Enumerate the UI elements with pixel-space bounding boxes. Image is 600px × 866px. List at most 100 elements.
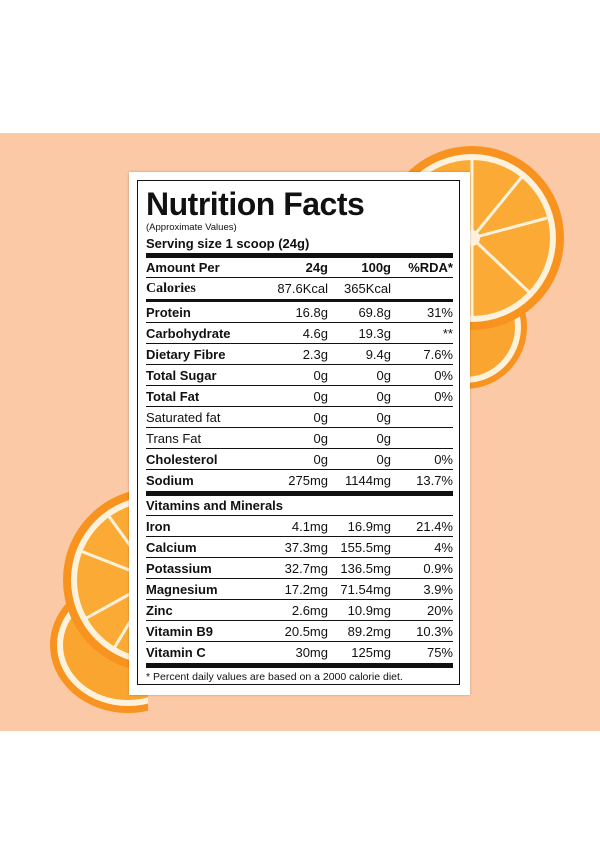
vitamin-100g: 71.54mg: [340, 581, 391, 597]
vitamin-name: Zinc: [146, 602, 173, 618]
nutrient-24g: 16.8g: [295, 304, 328, 320]
nutrient-row: Trans Fat 0g 0g: [146, 428, 453, 449]
nutrient-rda: 0%: [434, 367, 453, 383]
nutrient-rda: **: [442, 325, 453, 341]
calories-label: Calories: [146, 280, 196, 296]
nutrient-name: Trans Fat: [146, 430, 202, 446]
nutrient-rda: 13.7%: [416, 473, 453, 488]
nutrient-row: Total Sugar 0g 0g 0%: [146, 365, 453, 386]
footnote: * Percent daily values are based on a 20…: [146, 671, 403, 683]
nutrient-row: Saturated fat 0g 0g: [146, 407, 453, 428]
nutrient-row: Carbohydrate 4.6g 19.3g **: [146, 323, 453, 344]
nutrient-24g: 2.3g: [302, 346, 328, 362]
nutrient-name: Carbohydrate: [146, 325, 231, 341]
vitamin-row: Magnesium 17.2mg 71.54mg 3.9%: [146, 579, 453, 600]
vitamin-24g: 17.2mg: [284, 581, 328, 597]
vitamin-24g: 2.6mg: [291, 602, 328, 618]
header-100g: 100g: [361, 260, 391, 275]
header-rda: %RDA*: [408, 260, 453, 275]
vitamin-list: Iron 4.1mg 16.9mg 21.4% Calcium 37.3mg 1…: [146, 516, 453, 663]
nutrient-rda: 0%: [434, 451, 453, 467]
vitamin-row: Calcium 37.3mg 155.5mg 4%: [146, 537, 453, 558]
thick-divider: [146, 491, 453, 496]
vitamin-100g: 155.5mg: [340, 539, 391, 555]
header-24g: 24g: [305, 260, 328, 275]
vitamins-heading-row: Vitamins and Minerals: [146, 496, 453, 516]
vitamin-rda: 4%: [434, 539, 453, 555]
vitamin-name: Vitamin C: [146, 645, 206, 660]
vitamin-name: Potassium: [146, 560, 212, 576]
nutrient-24g: 0g: [313, 388, 328, 404]
vitamin-rda: 10.3%: [416, 623, 453, 639]
nutrient-row: Sodium 275mg 1144mg 13.7%: [146, 470, 453, 491]
nutrient-rda: 7.6%: [423, 346, 453, 362]
vitamin-24g: 32.7mg: [284, 560, 328, 576]
thick-divider: [146, 663, 453, 668]
nutrient-name: Sodium: [146, 473, 194, 488]
vitamins-heading: Vitamins and Minerals: [146, 498, 284, 513]
vitamin-100g: 89.2mg: [347, 623, 391, 639]
vitamin-name: Iron: [146, 518, 171, 534]
vitamin-rda: 20%: [426, 602, 453, 618]
nutrient-100g: 0g: [376, 388, 391, 404]
vitamin-24g: 37.3mg: [284, 539, 328, 555]
nutrient-100g: 0g: [376, 451, 391, 467]
vitamin-row: Potassium 32.7mg 136.5mg 0.9%: [146, 558, 453, 579]
vitamin-24g: 4.1mg: [291, 518, 328, 534]
vitamin-row: Zinc 2.6mg 10.9mg 20%: [146, 600, 453, 621]
nutrient-name: Cholesterol: [146, 451, 218, 467]
header-amount-per: Amount Per: [146, 260, 220, 275]
nutrient-rda: 31%: [426, 304, 453, 320]
nutrient-24g: 275mg: [288, 473, 328, 488]
calories-100g: 365Kcal: [344, 281, 391, 296]
nutrient-row: Cholesterol 0g 0g 0%: [146, 449, 453, 470]
vitamin-row: Iron 4.1mg 16.9mg 21.4%: [146, 516, 453, 537]
nutrient-100g: 9.4g: [365, 346, 391, 362]
thick-divider: [146, 253, 453, 258]
vitamin-100g: 10.9mg: [347, 602, 391, 618]
serving-size: Serving size 1 scoop (24g): [146, 236, 310, 251]
vitamin-24g: 30mg: [295, 645, 328, 660]
vitamin-rda: 0.9%: [423, 560, 453, 576]
nutrient-100g: 19.3g: [358, 325, 391, 341]
calories-row: Calories 87.6Kcal 365Kcal: [146, 278, 453, 299]
vitamin-name: Magnesium: [146, 581, 218, 597]
nutrient-100g: 0g: [376, 409, 391, 425]
nutrient-24g: 0g: [313, 430, 328, 446]
nutrition-label-card: Nutrition Facts (Approximate Values) Ser…: [129, 172, 470, 695]
nutrient-24g: 4.6g: [302, 325, 328, 341]
nutrient-name: Protein: [146, 304, 191, 320]
vitamin-row: Vitamin B9 20.5mg 89.2mg 10.3%: [146, 621, 453, 642]
vitamin-100g: 136.5mg: [340, 560, 391, 576]
nutrient-rda: 0%: [434, 388, 453, 404]
nutrient-name: Saturated fat: [146, 409, 221, 425]
nutrient-list: Protein 16.8g 69.8g 31% Carbohydrate 4.6…: [146, 302, 453, 491]
vitamin-100g: 125mg: [351, 645, 391, 660]
nutrient-row: Dietary Fibre 2.3g 9.4g 7.6%: [146, 344, 453, 365]
nutrition-label-frame: Nutrition Facts (Approximate Values) Ser…: [137, 180, 460, 685]
nutrient-row: Protein 16.8g 69.8g 31%: [146, 302, 453, 323]
medium-divider: [146, 299, 453, 302]
vitamin-rda: 75%: [426, 645, 453, 660]
vitamin-rda: 21.4%: [416, 518, 453, 534]
vitamin-100g: 16.9mg: [347, 518, 391, 534]
nutrient-100g: 0g: [376, 367, 391, 383]
nutrient-24g: 0g: [313, 409, 328, 425]
approximate-note: (Approximate Values): [146, 222, 237, 233]
calories-24g: 87.6Kcal: [277, 281, 328, 296]
nutrient-100g: 69.8g: [358, 304, 391, 320]
column-header-row: Amount Per 24g 100g %RDA*: [146, 258, 453, 278]
nutrient-24g: 0g: [313, 367, 328, 383]
vitamin-name: Calcium: [146, 539, 197, 555]
nutrient-row: Total Fat 0g 0g 0%: [146, 386, 453, 407]
nutrient-name: Dietary Fibre: [146, 346, 226, 362]
vitamin-row: Vitamin C 30mg 125mg 75%: [146, 642, 453, 663]
vitamin-rda: 3.9%: [423, 581, 453, 597]
nutrient-24g: 0g: [313, 451, 328, 467]
vitamin-name: Vitamin B9: [146, 623, 213, 639]
label-title: Nutrition Facts: [146, 186, 365, 222]
nutrient-100g: 1144mg: [344, 473, 391, 488]
vitamin-24g: 20.5mg: [284, 623, 328, 639]
nutrient-name: Total Fat: [146, 388, 200, 404]
nutrient-100g: 0g: [376, 430, 391, 446]
